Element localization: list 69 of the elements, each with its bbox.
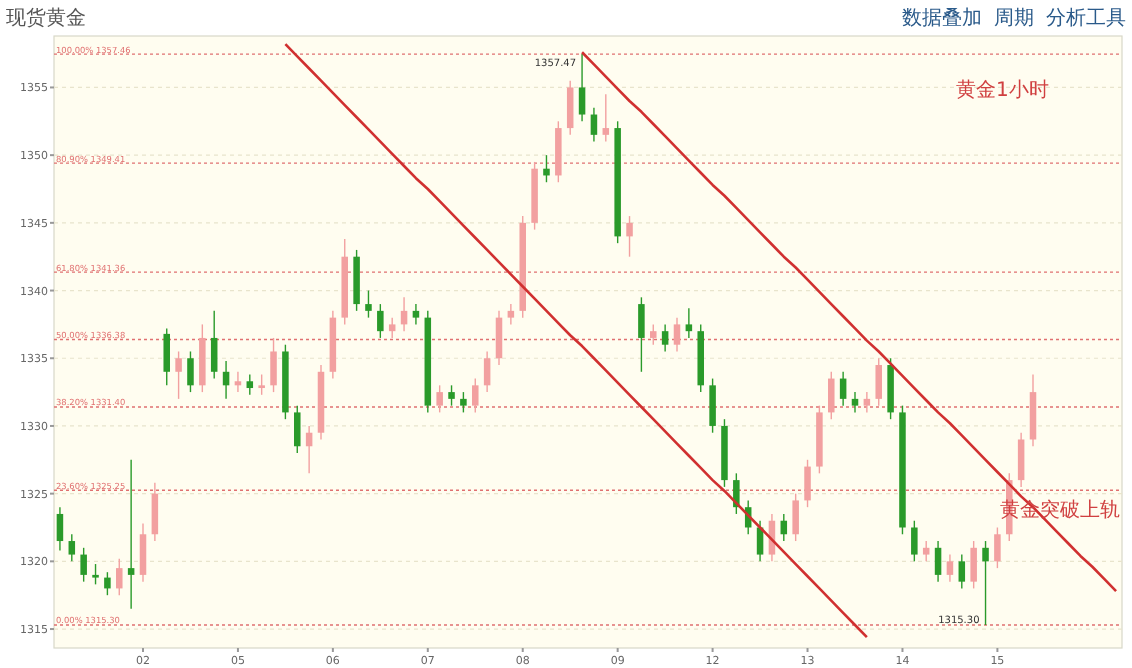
candlestick [507, 303, 515, 326]
candlestick [804, 459, 811, 508]
candlestick [590, 107, 598, 143]
candlestick [1029, 373, 1037, 447]
candlestick [56, 506, 64, 552]
candlestick [626, 215, 633, 258]
candlestick [483, 350, 491, 393]
candlestick [388, 316, 396, 339]
candlestick [210, 310, 218, 380]
candlestick [1017, 432, 1025, 488]
candlestick [650, 323, 657, 346]
candlestick [460, 391, 467, 414]
candlestick [982, 540, 989, 626]
candlestick [294, 404, 301, 454]
candlestick [436, 384, 443, 414]
candlestick [994, 526, 1001, 569]
candlestick [934, 540, 942, 583]
candlestick [602, 93, 610, 143]
line-series [284, 42, 869, 639]
candlestick [887, 357, 894, 420]
candlestick [543, 154, 550, 183]
chart-title: 现货黄金 [6, 6, 86, 30]
candlestick [377, 303, 384, 339]
candlestick [448, 384, 455, 407]
candlestick [116, 557, 123, 596]
candlestick [958, 553, 966, 590]
candlestick [127, 459, 135, 610]
candlestick [472, 377, 479, 414]
candlestick [139, 522, 147, 583]
annotation: 黄金突破上轨 [1000, 498, 1120, 522]
text: 分析工具 [1046, 6, 1126, 30]
candlestick [365, 289, 372, 319]
candlestick [685, 307, 693, 339]
candlestick [792, 492, 799, 542]
text: 周期 [994, 6, 1034, 30]
candlestick [68, 533, 76, 563]
candlestick [104, 571, 111, 596]
candlestick [258, 373, 265, 396]
candlestick [270, 337, 277, 393]
candlestick [673, 316, 681, 353]
candlestick [566, 79, 574, 136]
candlestick [246, 373, 254, 396]
candlestick [151, 482, 159, 542]
candlestick [175, 350, 182, 400]
candlestick [839, 371, 847, 407]
candlestick [92, 563, 99, 586]
candlestick [661, 323, 669, 353]
candlestick [875, 357, 882, 407]
candlestick [353, 249, 360, 312]
candlestick [80, 547, 87, 583]
text: 数据叠加 [902, 6, 982, 30]
candlestick [187, 350, 194, 393]
candlestick [495, 310, 503, 366]
candlestick [555, 120, 562, 183]
candlestick [638, 296, 645, 373]
candlestick [578, 53, 586, 122]
candlestick [709, 377, 716, 434]
candlestick [922, 540, 930, 563]
annotation: 黄金1小时 [956, 78, 1049, 102]
candlestick [946, 553, 954, 583]
candlestick [412, 303, 420, 326]
candlestick [828, 371, 835, 420]
candlestick [851, 391, 859, 414]
candlestick [911, 520, 918, 563]
candlestick [199, 323, 206, 393]
candlestick [163, 327, 170, 387]
candlestick [970, 540, 977, 590]
line-series [580, 50, 1118, 593]
candlestick [863, 391, 871, 414]
